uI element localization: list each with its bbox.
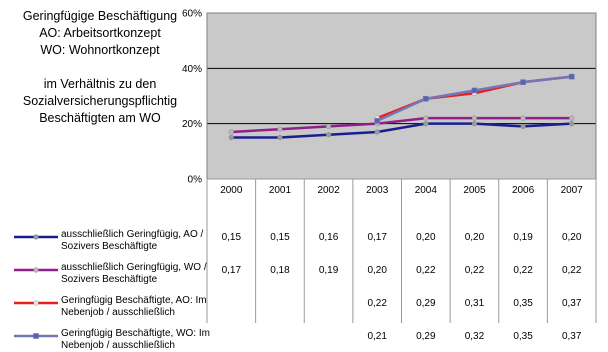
legend-label: ausschließlich Geringfügig, WO / Soziver… <box>61 262 207 285</box>
legend-key-marker <box>33 234 39 240</box>
x-tick-label: 2001 <box>269 185 292 196</box>
data-point <box>423 115 429 121</box>
data-point <box>325 123 332 130</box>
x-tick-label: 2006 <box>512 185 535 196</box>
legend-row: Geringfügig Beschäftigte, WO: Im Nebenjo… <box>0 328 608 351</box>
series-line <box>231 122 572 139</box>
chart-title: Geringfügige Beschäftigung AO: Arbeitsor… <box>0 8 200 127</box>
data-table-cell: 0,22 <box>464 265 485 276</box>
legend-key <box>14 234 58 240</box>
data-table-cell: 0,35 <box>513 298 533 309</box>
x-tick-label: 2000 <box>220 185 243 196</box>
title-line: Geringfügige Beschäftigung <box>22 9 178 23</box>
data-point <box>228 134 234 141</box>
title-line: Beschäftigten am WO <box>39 111 161 125</box>
data-table-cell: 0,22 <box>561 265 582 276</box>
legend-data-table: ausschließlich Geringfügig, AO / Soziver… <box>0 229 608 351</box>
data-table-grid: 2000 2001 2002 2003 2004 2005 2006 2007 <box>206 178 597 323</box>
data-table-cell: 0,22 <box>416 265 436 276</box>
legend-key-marker <box>33 267 39 273</box>
y-tick-label: 0% <box>188 175 203 186</box>
title-line: im Verhältnis zu den <box>43 77 157 91</box>
x-tick-label: 2004 <box>415 185 438 196</box>
legend-label: Geringfügig Beschäftigte, AO: Im Nebenjo… <box>61 295 207 318</box>
data-table-cell: 0,15 <box>270 232 290 243</box>
data-point <box>277 126 283 132</box>
plot-background <box>207 13 596 179</box>
data-table-cell: 0,17 <box>367 232 387 243</box>
data-point <box>374 129 380 135</box>
legend-row: Geringfügig Beschäftigte, AO: Im Nebenjo… <box>0 295 608 318</box>
title-line: WO: Wohnortkonzept <box>40 43 160 57</box>
data-point <box>520 79 526 85</box>
data-table-cell: 0,29 <box>416 331 436 342</box>
data-point <box>569 121 575 127</box>
data-table-cell: 0,31 <box>464 298 485 309</box>
x-tick-label: 2002 <box>317 185 340 196</box>
data-point <box>423 95 429 102</box>
x-tick-label: 2003 <box>366 185 389 196</box>
data-point <box>471 87 478 94</box>
x-tick-label: 2007 <box>561 185 584 196</box>
data-table-cell: 0,22 <box>513 265 533 276</box>
data-table-cell: 0,29 <box>416 298 436 309</box>
data-table-cell: 0,22 <box>367 298 387 309</box>
data-point <box>325 132 332 138</box>
title-line: Sozialversicherungspflichtig <box>22 94 178 108</box>
data-point <box>471 121 478 127</box>
legend-row: ausschließlich Geringfügig, WO / Soziver… <box>0 262 608 285</box>
data-table-cell: 0,15 <box>221 232 242 243</box>
legend-key <box>14 267 58 273</box>
plot-area: 0% 20% 40% 60% <box>182 9 597 186</box>
data-point <box>228 129 234 135</box>
data-point <box>277 134 283 141</box>
legend-key <box>14 333 58 339</box>
data-table-cell: 0,19 <box>318 265 339 276</box>
data-table-cell: 0,32 <box>464 331 485 342</box>
y-tick-label: 20% <box>182 119 202 130</box>
data-point <box>471 115 478 121</box>
title-line: AO: Arbeitsortkonzept <box>39 26 161 40</box>
data-table-cell: 0,19 <box>513 232 533 243</box>
legend-key-marker <box>33 300 39 306</box>
data-table-cell: 0,16 <box>318 232 339 243</box>
data-table-cell: 0,17 <box>221 265 242 276</box>
data-table-cell: 0,20 <box>416 232 436 243</box>
x-tick-label: 2005 <box>463 185 486 196</box>
y-tick-label: 60% <box>182 9 202 20</box>
y-tick-label: 40% <box>182 64 202 75</box>
data-point <box>520 115 526 121</box>
data-point <box>374 118 380 124</box>
data-point <box>569 115 575 121</box>
line-chart: 0% 20% 40% 60% 2000 2001 2002 2003 2004 2005 2006… <box>182 9 597 323</box>
legend-key <box>14 300 58 306</box>
data-table-cell: 0,18 <box>270 265 290 276</box>
data-point <box>568 73 575 80</box>
series-line <box>231 116 572 134</box>
data-table-cell: 0,20 <box>464 232 485 243</box>
data-point <box>520 123 526 130</box>
data-table-cell: 0,37 <box>561 331 582 342</box>
data-table-cell: 0,20 <box>561 232 582 243</box>
legend-label: Geringfügig Beschäftigte, WO: Im Nebenjo… <box>61 328 210 351</box>
data-table-cell: 0,20 <box>367 265 387 276</box>
data-table-cell: 0,35 <box>513 331 533 342</box>
legend-label: ausschließlich Geringfügig, AO / Soziver… <box>61 229 204 252</box>
legend-key-marker <box>33 333 39 339</box>
data-point <box>423 121 429 127</box>
legend-row: ausschließlich Geringfügig, AO / Soziver… <box>0 229 608 252</box>
data-table-cell: 0,37 <box>561 298 582 309</box>
data-table-cell: 0,21 <box>367 331 387 342</box>
